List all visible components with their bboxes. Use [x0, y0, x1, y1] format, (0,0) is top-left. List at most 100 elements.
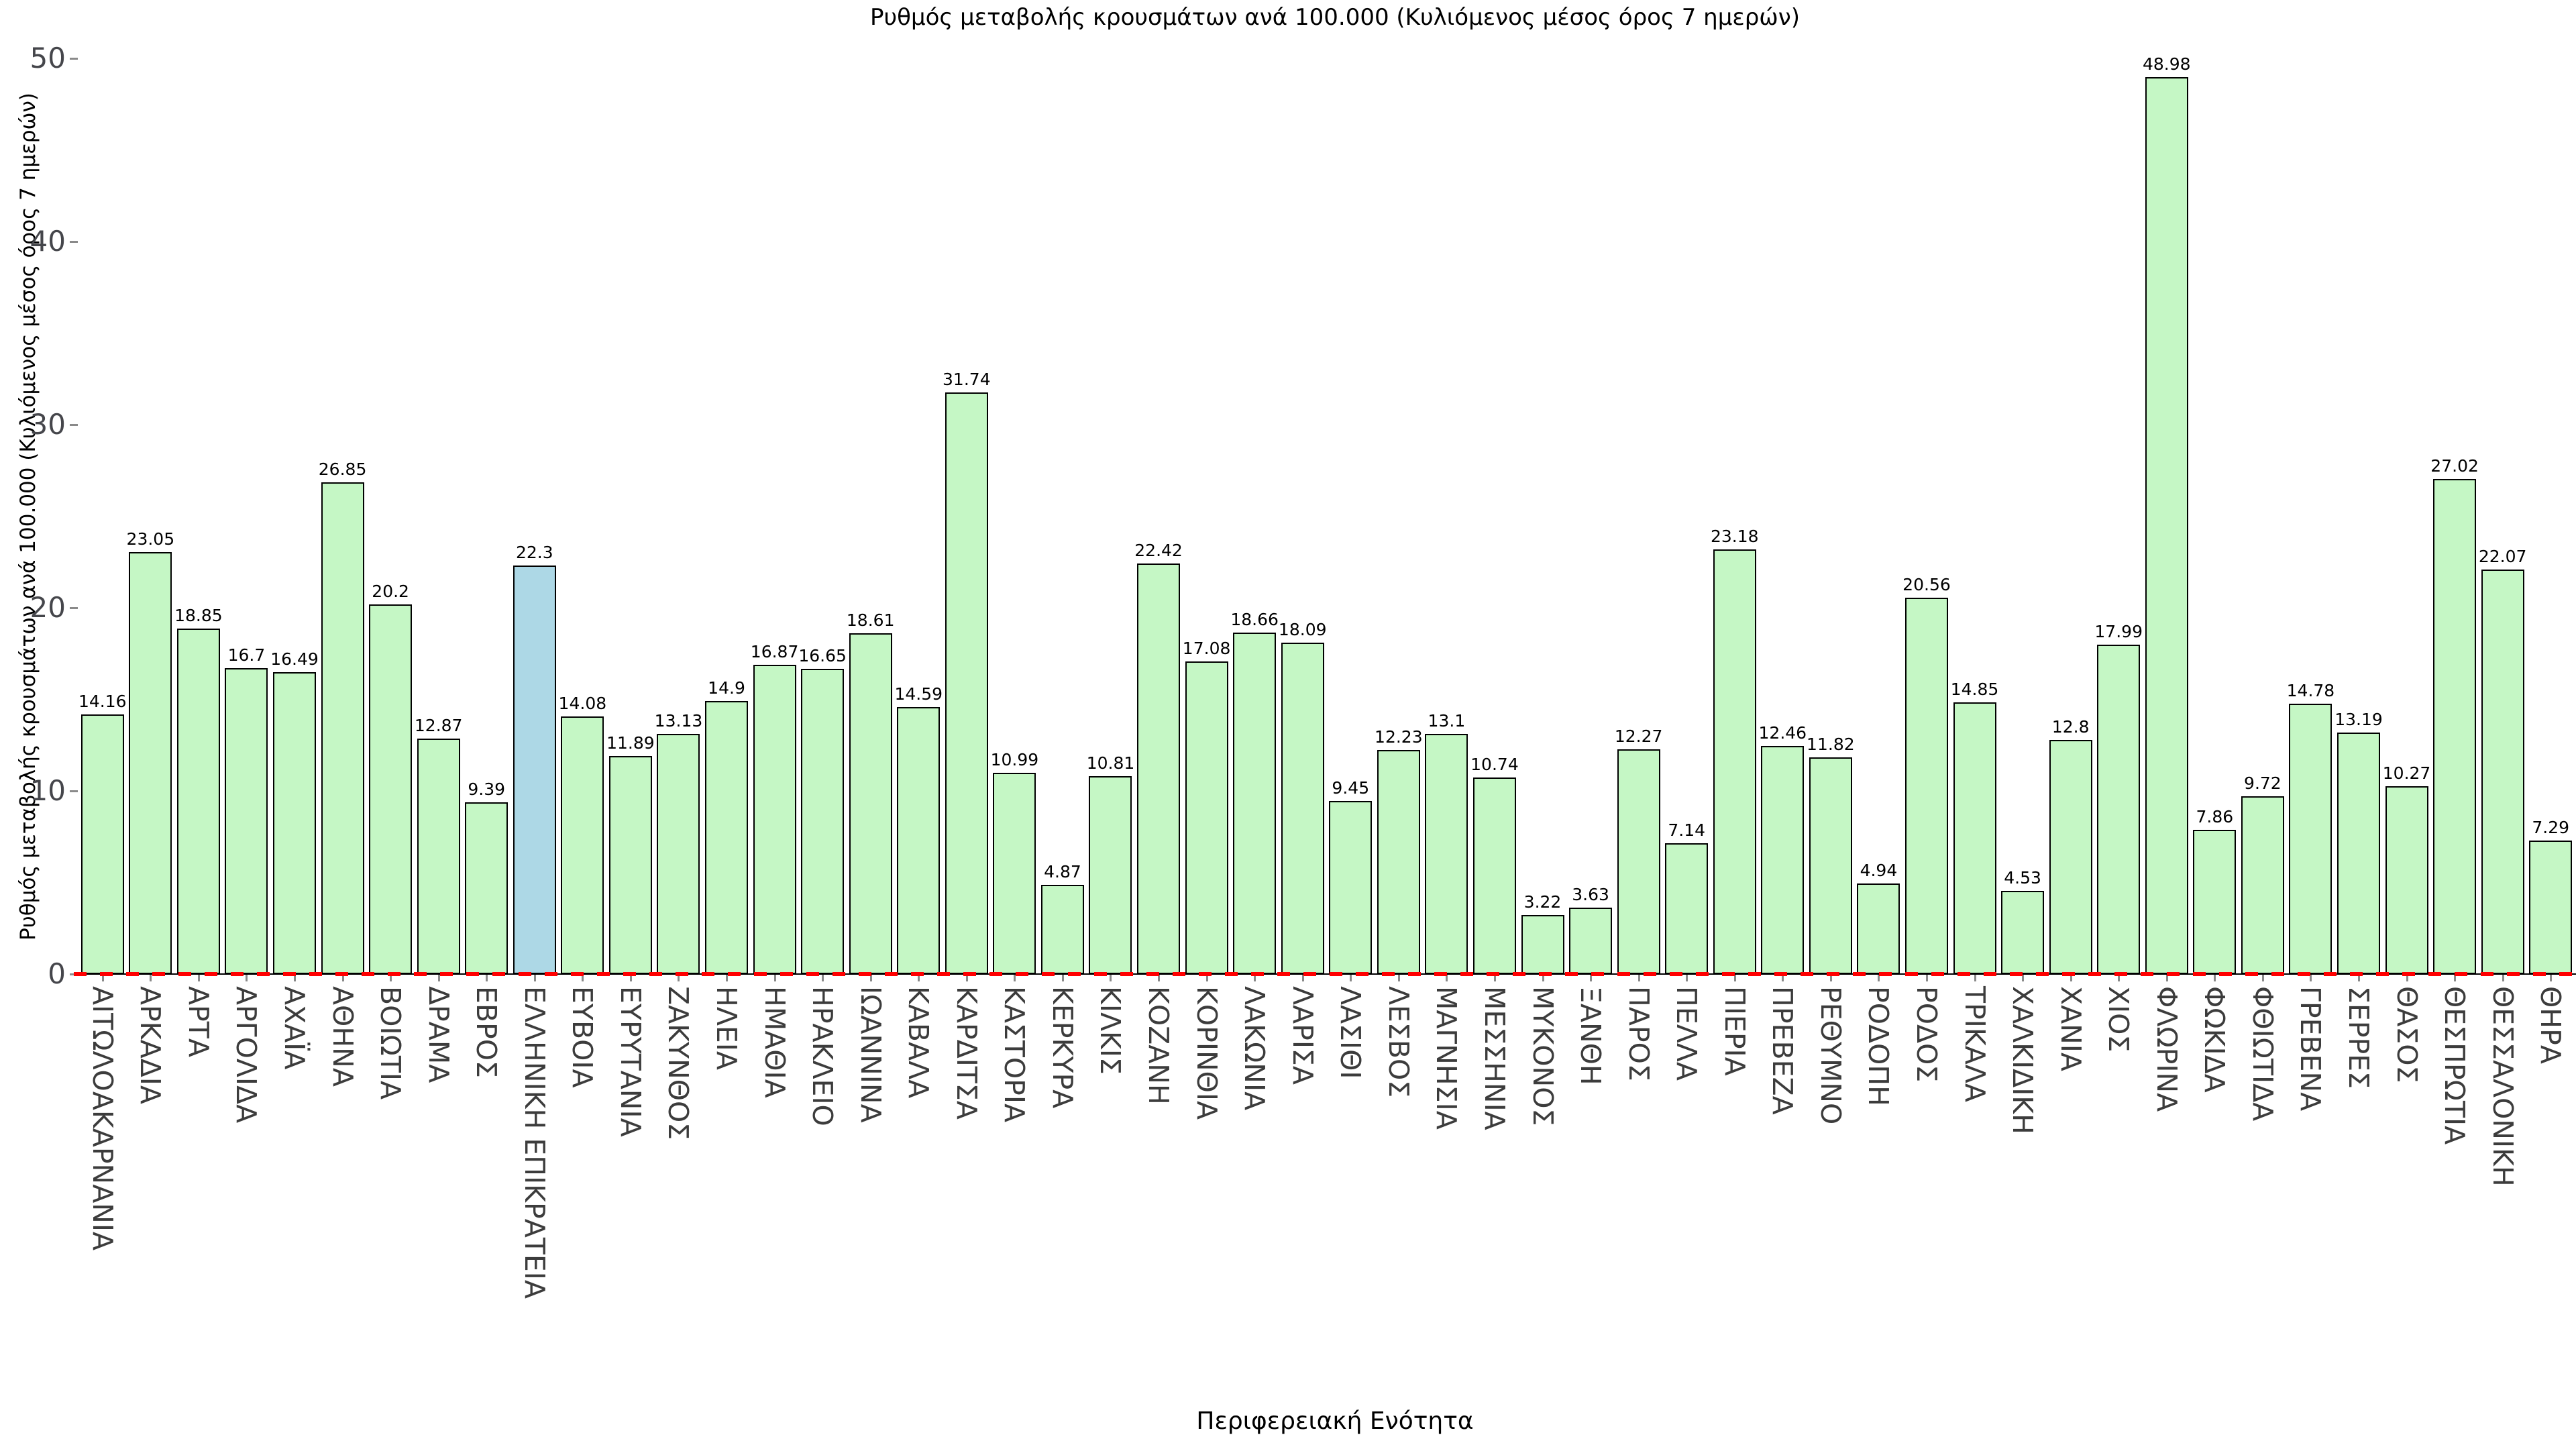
bar-value-label: 14.9: [708, 678, 745, 698]
x-tick-mark: [533, 975, 536, 981]
bar-value-label: 11.82: [1807, 735, 1855, 754]
x-tick-mark: [197, 975, 200, 981]
bar-ΠΕΛΛΑ: [1665, 843, 1709, 974]
y-tick-label: 20: [30, 591, 66, 624]
x-tick-mark: [1590, 975, 1593, 981]
y-tick-mark: [70, 241, 78, 243]
bar-value-label: 13.1: [1428, 711, 1466, 731]
bar-ΙΩΑΝΝΙΝΑ: [849, 633, 892, 974]
bar-value-label: 20.56: [1902, 575, 1951, 594]
bar-ΠΡΕΒΕΖΑ: [1761, 746, 1805, 974]
bar-value-label: 16.65: [798, 646, 847, 665]
bar-ΘΕΣΣΑΛΟΝΙΚΗ: [2481, 570, 2524, 974]
x-tick-mark: [822, 975, 824, 981]
x-tick-mark: [2406, 975, 2408, 981]
x-tick-mark: [1158, 975, 1161, 981]
bar-value-label: 27.02: [2430, 456, 2479, 476]
x-tick-mark: [726, 975, 729, 981]
x-tick-mark: [582, 975, 584, 981]
bar-value-label: 22.3: [515, 543, 553, 562]
x-tick-mark: [101, 975, 104, 981]
x-tick-mark: [869, 975, 872, 981]
x-tick-mark: [2550, 975, 2553, 981]
y-tick-label: 40: [30, 225, 66, 258]
bar-value-label: 10.27: [2382, 763, 2431, 783]
x-tick-mark: [1446, 975, 1448, 981]
x-tick-mark: [1638, 975, 1640, 981]
x-tick-mark: [1061, 975, 1064, 981]
bar-ΧΑΛΚΙΔΙΚΗ: [2001, 891, 2045, 974]
bar-value-label: 26.85: [318, 460, 367, 479]
bar-ΖΑΚΥΝΘΟΣ: [657, 734, 700, 974]
bar-value-label: 17.08: [1182, 639, 1231, 658]
x-tick-mark: [2261, 975, 2264, 981]
bar-ΡΟΔΟΠΗ: [1857, 883, 1900, 974]
bar-ΧΙΟΣ: [2097, 645, 2141, 974]
x-tick-mark: [918, 975, 920, 981]
bar-ΘΕΣΠΡΩΤΙΑ: [2433, 479, 2477, 974]
bar-ΛΑΣΙΘΙ: [1329, 801, 1373, 974]
bar-ΚΙΛΚΙΣ: [1089, 776, 1132, 974]
x-tick-mark: [2502, 975, 2504, 981]
bar-value-label: 3.22: [1523, 892, 1562, 912]
x-tick-mark: [2022, 975, 2025, 981]
bar-ΕΥΡΥΤΑΝΙΑ: [608, 756, 652, 974]
bar-value-label: 31.74: [943, 370, 991, 389]
bar-ΓΡΕΒΕΝΑ: [2289, 704, 2332, 974]
x-tick-mark: [1301, 975, 1304, 981]
bar-value-label: 12.27: [1614, 727, 1663, 746]
bar-value-label: 13.19: [2334, 710, 2383, 729]
bar-value-label: 9.45: [1332, 778, 1370, 798]
bar-ΘΑΣΟΣ: [2385, 786, 2428, 974]
x-tick-mark: [437, 975, 440, 981]
bar-value-label: 9.72: [2244, 773, 2282, 793]
x-tick-mark: [2357, 975, 2360, 981]
y-tick-mark: [70, 58, 78, 60]
zero-reference-line: [74, 972, 2576, 976]
bar-value-label: 10.99: [990, 750, 1039, 769]
bar-ΚΑΒΑΛΑ: [897, 707, 941, 974]
x-tick-mark: [341, 975, 344, 981]
bar-ΜΕΣΣΗΝΙΑ: [1472, 777, 1516, 974]
bar-ΤΡΙΚΑΛΑ: [1953, 702, 1996, 974]
bar-ΠΑΡΟΣ: [1617, 749, 1660, 974]
bar-value-label: 4.94: [1860, 861, 1898, 880]
bar-value-label: 14.08: [558, 694, 607, 713]
bar-value-label: 22.42: [1134, 541, 1183, 560]
bar-ΜΥΚΟΝΟΣ: [1521, 915, 1564, 974]
x-tick-mark: [678, 975, 680, 981]
bar-value-label: 20.2: [372, 582, 409, 601]
bar-value-label: 18.66: [1230, 610, 1279, 629]
bar-value-label: 12.87: [414, 716, 463, 735]
bar-value-label: 10.81: [1086, 753, 1135, 773]
bar-ΗΛΕΙΑ: [705, 701, 749, 974]
y-tick-mark: [70, 424, 78, 426]
bar-ΗΜΑΘΙΑ: [753, 665, 796, 974]
x-tick-mark: [1974, 975, 1976, 981]
x-tick-mark: [1829, 975, 1832, 981]
bar-ΚΟΡΙΝΘΙΑ: [1185, 661, 1228, 974]
y-tick-label: 30: [30, 408, 66, 441]
bar-value-label: 14.78: [2286, 681, 2335, 700]
x-tick-mark: [629, 975, 632, 981]
x-tick-mark: [1110, 975, 1112, 981]
bar-ΛΑΡΙΣΑ: [1281, 643, 1324, 974]
bar-value-label: 14.16: [78, 692, 127, 711]
bar-ΦΛΩΡΙΝΑ: [2145, 77, 2188, 974]
bar-ΣΕΡΡΕΣ: [2337, 733, 2380, 974]
x-axis-title: Περιφερειακή Ενότητα: [1196, 1407, 1474, 1435]
bar-ΜΑΓΝΗΣΙΑ: [1425, 734, 1468, 974]
y-tick-label: 50: [30, 42, 66, 74]
bar-ΑΡΤΑ: [176, 629, 220, 974]
x-tick-mark: [1878, 975, 1880, 981]
bar-ΕΥΒΟΙΑ: [561, 716, 604, 974]
bar-value-label: 16.87: [750, 642, 799, 661]
x-tick-mark: [1397, 975, 1400, 981]
x-tick-mark: [2118, 975, 2121, 981]
bar-ΕΛΛΗΝΙΚΗ ΕΠΙΚΡΑΤΕΙΑ: [513, 566, 556, 974]
bar-value-label: 14.85: [1950, 680, 1999, 699]
x-tick-label: ΘΗΡΑ: [2534, 986, 2567, 1064]
y-tick-label: 0: [48, 957, 66, 990]
